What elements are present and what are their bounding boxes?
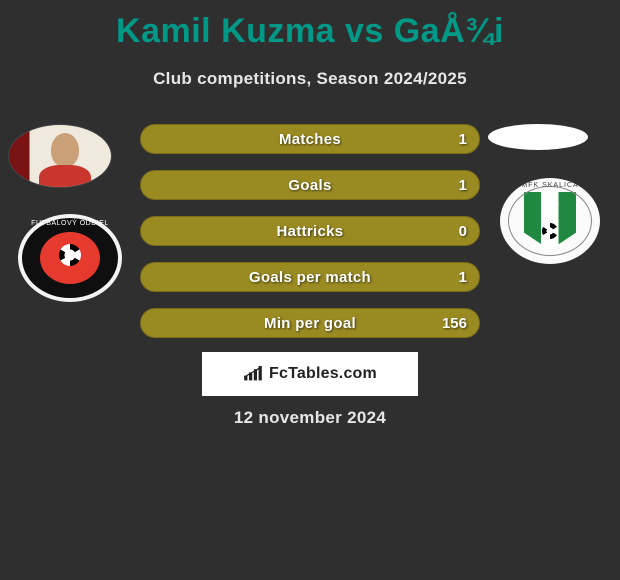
club-right-year: 1920 bbox=[500, 200, 600, 209]
stat-value-right: 1 bbox=[459, 177, 467, 194]
stat-label: Min per goal bbox=[264, 315, 356, 332]
stat-value-right: 1 bbox=[459, 269, 467, 286]
club-badge-left: FUTBALOVÝ ODDIEL bbox=[18, 214, 122, 302]
page-title: Kamil Kuzma vs GaÅ¾i bbox=[0, 0, 620, 51]
page-subtitle: Club competitions, Season 2024/2025 bbox=[0, 69, 620, 89]
brand-text: FcTables.com bbox=[269, 365, 377, 383]
avatar-head bbox=[51, 133, 79, 167]
avatar-shirt bbox=[39, 165, 91, 188]
player-avatar-right-placeholder bbox=[488, 124, 588, 150]
stats-container: Matches 1 Goals 1 Hattricks 0 Goals per … bbox=[140, 124, 480, 354]
stat-row-goalspermatch: Goals per match 1 bbox=[140, 262, 480, 292]
stat-value-right: 1 bbox=[459, 131, 467, 148]
stat-label: Goals bbox=[288, 177, 331, 194]
stat-row-matches: Matches 1 bbox=[140, 124, 480, 154]
stat-row-goals: Goals 1 bbox=[140, 170, 480, 200]
bar-chart-icon bbox=[243, 366, 263, 382]
stat-label: Goals per match bbox=[249, 269, 371, 286]
club-badge-right: MFK SKALICA 1920 bbox=[500, 178, 600, 264]
stat-label: Matches bbox=[279, 131, 341, 148]
soccer-ball-icon bbox=[542, 223, 558, 239]
footer-date: 12 november 2024 bbox=[0, 408, 620, 428]
brand-watermark: FcTables.com bbox=[202, 352, 418, 396]
stat-row-hattricks: Hattricks 0 bbox=[140, 216, 480, 246]
club-right-ring-text: MFK SKALICA bbox=[500, 182, 600, 189]
stat-value-right: 0 bbox=[459, 223, 467, 240]
club-left-ring-text: FUTBALOVÝ ODDIEL bbox=[22, 220, 118, 227]
stat-label: Hattricks bbox=[277, 223, 344, 240]
player-avatar-left bbox=[8, 124, 112, 188]
club-right-ring bbox=[508, 186, 592, 256]
stat-row-minpergoal: Min per goal 156 bbox=[140, 308, 480, 338]
stat-value-right: 156 bbox=[442, 315, 467, 332]
